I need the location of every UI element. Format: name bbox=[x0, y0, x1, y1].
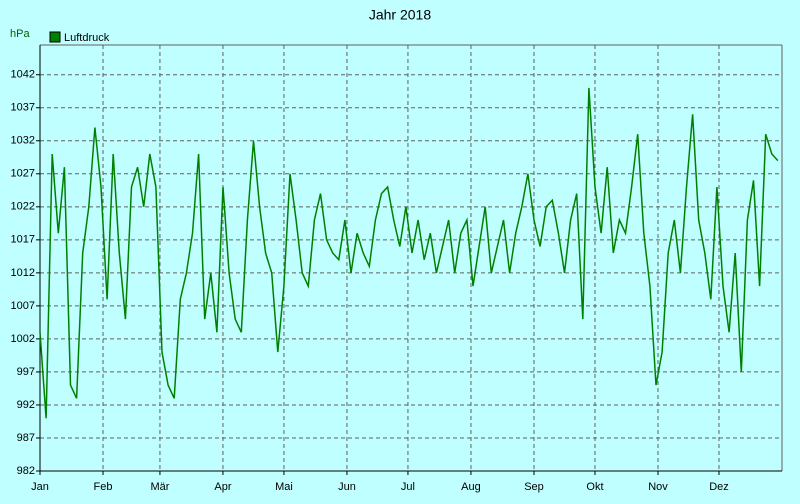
x-tick-label: Jul bbox=[401, 481, 415, 493]
x-tick-label: Okt bbox=[586, 481, 603, 493]
x-tick-label: Aug bbox=[461, 481, 481, 493]
y-tick-label: 1022 bbox=[11, 201, 35, 213]
x-tick-label: Mai bbox=[275, 481, 293, 493]
y-tick-label: 1002 bbox=[11, 333, 35, 345]
y-tick-label: 987 bbox=[17, 432, 35, 444]
x-tick-label: Sep bbox=[524, 481, 544, 493]
legend-swatch bbox=[49, 31, 61, 43]
x-tick-label: Apr bbox=[214, 481, 231, 493]
legend-label: Luftdruck bbox=[64, 32, 110, 44]
y-tick-label: 1007 bbox=[11, 300, 35, 312]
x-tick-label: Feb bbox=[94, 481, 113, 493]
y-tick-label: 997 bbox=[17, 366, 35, 378]
y-tick-label: 1017 bbox=[11, 234, 35, 246]
data-line bbox=[39, 87, 779, 419]
y-tick-label: 1027 bbox=[11, 168, 35, 180]
y-axis-label: hPa bbox=[10, 28, 30, 40]
x-tick-label: Nov bbox=[648, 481, 668, 493]
legend: Luftdruck bbox=[49, 31, 110, 44]
x-tick-label: Jan bbox=[31, 481, 49, 493]
x-tick-label: Dez bbox=[709, 481, 729, 493]
y-tick-label: 1012 bbox=[11, 267, 35, 279]
y-tick-label: 982 bbox=[17, 465, 35, 477]
y-tick-label: 992 bbox=[17, 399, 35, 411]
y-tick-label: 1042 bbox=[11, 69, 35, 81]
x-tick-label: Jun bbox=[338, 481, 356, 493]
chart-title: Jahr 2018 bbox=[369, 7, 431, 23]
y-tick-label: 1037 bbox=[11, 102, 35, 114]
x-tick-label: Mär bbox=[150, 481, 169, 493]
y-tick-label: 1032 bbox=[11, 135, 35, 147]
